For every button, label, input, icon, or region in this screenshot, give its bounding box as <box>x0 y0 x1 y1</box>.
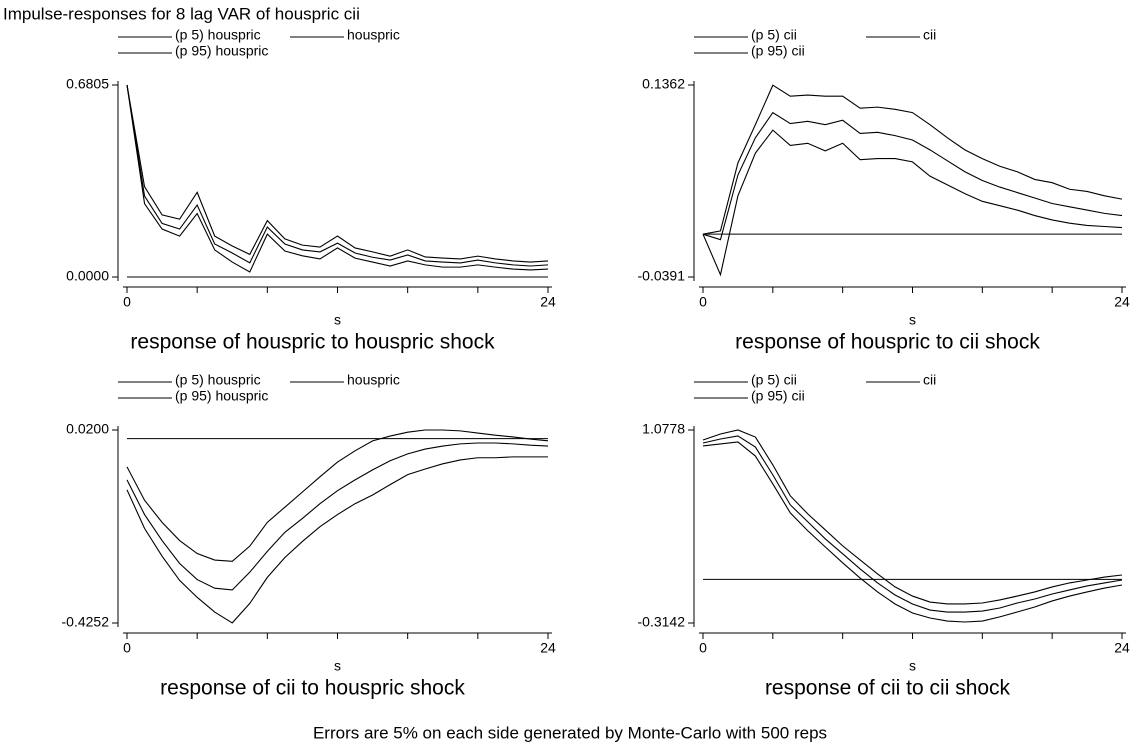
legend-label: (p 5) cii <box>751 372 797 388</box>
x-tick-label: 0 <box>123 294 131 310</box>
y-tick-label: -0.3142 <box>638 614 686 630</box>
legend-label: (p 5) houspric <box>175 372 261 388</box>
series-line <box>702 435 1123 613</box>
legend-label: cii <box>923 372 936 388</box>
series-line <box>702 441 1123 623</box>
legend-label: (p 95) cii <box>751 43 805 59</box>
panel-subtitle: response of cii to cii shock <box>765 677 1011 700</box>
legend-label: cii <box>923 27 936 43</box>
x-axis-label: s <box>334 312 341 328</box>
series-line <box>126 442 549 591</box>
x-tick-label: 24 <box>1114 294 1130 310</box>
y-tick-label: 0.0000 <box>66 268 109 284</box>
y-tick-label: 1.0778 <box>642 421 685 437</box>
x-tick-label: 24 <box>540 640 556 656</box>
legend-label: houspric <box>347 372 400 388</box>
panel-subtitle: response of cii to houspric shock <box>160 677 465 700</box>
panel-subtitle: response of houspric to cii shock <box>735 331 1040 354</box>
y-tick-label: -0.0391 <box>638 268 686 284</box>
figure-title: Impulse-responses for 8 lag VAR of housp… <box>3 4 360 23</box>
y-tick-label: 0.0200 <box>66 421 109 437</box>
y-tick-label: -0.4252 <box>62 614 110 630</box>
series-line <box>702 84 1123 235</box>
x-tick-label: 0 <box>123 640 131 656</box>
series-line <box>126 84 549 267</box>
series-line <box>702 429 1123 605</box>
series-line <box>126 84 549 273</box>
x-tick-label: 0 <box>699 640 707 656</box>
series-line <box>702 129 1123 277</box>
series-line <box>126 84 549 263</box>
series-line <box>126 456 548 624</box>
x-tick-label: 24 <box>540 294 556 310</box>
legend-label: (p 5) houspric <box>175 27 261 43</box>
series-line <box>702 111 1123 241</box>
series-line <box>126 429 549 562</box>
legend-label: (p 95) houspric <box>175 43 268 59</box>
y-tick-label: 0.6805 <box>66 76 109 92</box>
legend-label: (p 95) houspric <box>175 388 268 404</box>
legend-label: (p 5) cii <box>751 27 797 43</box>
footnote: Errors are 5% on each side generated by … <box>313 723 827 742</box>
legend-label: (p 95) cii <box>751 388 805 404</box>
y-tick-label: 0.1362 <box>642 76 685 92</box>
x-tick-label: 24 <box>1114 640 1130 656</box>
x-axis-label: s <box>909 312 916 328</box>
x-tick-label: 0 <box>699 294 707 310</box>
x-axis-label: s <box>334 658 341 674</box>
panel-subtitle: response of houspric to houspric shock <box>130 331 495 354</box>
x-axis-label: s <box>909 658 916 674</box>
legend-label: houspric <box>347 27 400 43</box>
